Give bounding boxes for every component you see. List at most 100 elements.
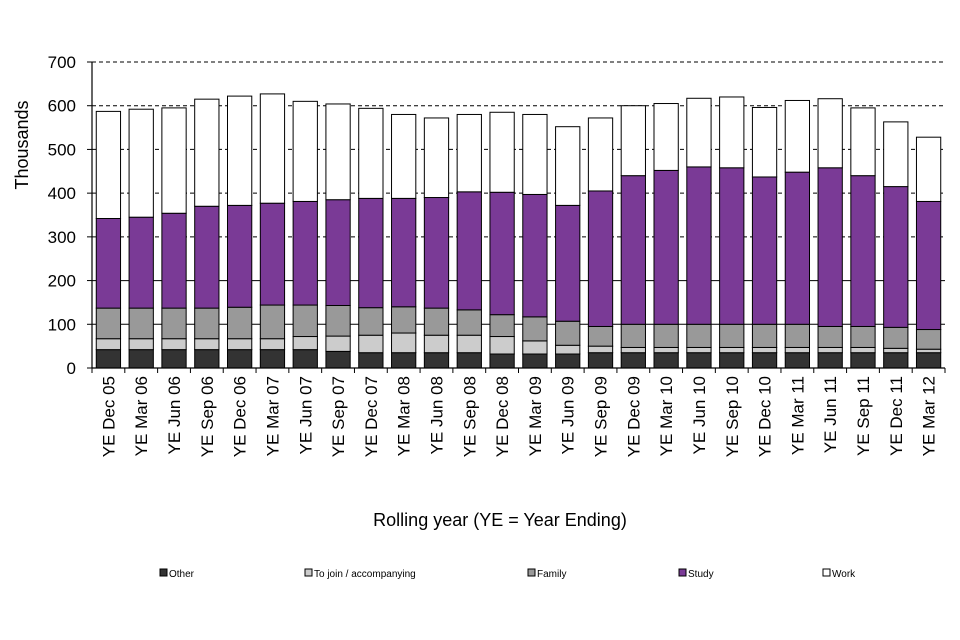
bar-segment-family [653, 323, 679, 348]
bar-segment-other [325, 350, 351, 369]
bar-segment-study [653, 169, 679, 325]
bar-segment-other [161, 349, 187, 369]
bar-segment-work [259, 93, 286, 204]
x-category-label: YE Dec 06 [231, 376, 250, 457]
x-category-label: YE Sep 08 [460, 376, 479, 457]
x-category-label: YE Dec 08 [493, 376, 512, 457]
bar-segment-study [325, 199, 351, 306]
bar-segment-family [358, 307, 384, 336]
bar-segment-work [391, 113, 417, 199]
bar-segment-study [194, 205, 220, 309]
legend-item: To join / accompanying [304, 568, 416, 580]
bar-segment-work [784, 99, 811, 173]
x-category-label: YE Mar 11 [788, 376, 807, 455]
bar-segment-to-join-accompanying [325, 335, 351, 352]
bar-segment-other [653, 352, 679, 369]
bar-segment-to-join-accompanying [391, 332, 417, 354]
bar-segment-study [883, 186, 909, 328]
x-category-label: YE Mar 06 [132, 376, 151, 456]
x-category-label: YE Dec 10 [756, 376, 775, 457]
bar-segment-family [423, 307, 450, 336]
bar-segment-to-join-accompanying [686, 346, 712, 354]
bar-segment-family [325, 304, 351, 337]
y-tick-label: 200 [48, 272, 76, 291]
bar-segment-other [358, 352, 384, 369]
bar-segment-to-join-accompanying [850, 346, 876, 354]
bar-segment-other [915, 352, 942, 369]
bar-segment-other [194, 349, 220, 369]
x-category-label: YE Mar 08 [395, 376, 414, 456]
legend-item: Other [159, 568, 195, 580]
bar-segment-family [555, 320, 581, 346]
bar-segment-study [292, 200, 318, 306]
y-tick-label: 400 [48, 184, 76, 203]
bar-segment-to-join-accompanying [358, 334, 384, 354]
bar-segment-other [784, 352, 811, 369]
bar-segment-family [292, 304, 318, 338]
bar-segment-family [456, 309, 482, 336]
bar-segment-work [522, 113, 548, 195]
bars [95, 93, 942, 369]
bar-segment-study [423, 197, 450, 309]
bar-segment-to-join-accompanying [95, 338, 122, 351]
bar-segment-to-join-accompanying [719, 346, 745, 354]
bar-segment-study [226, 204, 253, 308]
bar-segment-work [128, 108, 154, 218]
bar-segment-other [751, 352, 778, 369]
bar-segment-to-join-accompanying [883, 347, 909, 354]
bar-segment-to-join-accompanying [128, 338, 154, 351]
bar-segment-to-join-accompanying [784, 346, 811, 354]
bar-segment-family [226, 306, 253, 340]
bar-segment-study [751, 176, 778, 325]
bar-segment-study [95, 217, 122, 309]
bar-segment-family [489, 314, 515, 338]
bar-segment-study [587, 190, 614, 327]
legend-item: Family [527, 568, 566, 580]
bar-segment-to-join-accompanying [489, 336, 515, 355]
bar-segment-to-join-accompanying [587, 345, 614, 354]
x-category-label: YE Mar 10 [657, 376, 676, 456]
bar-segment-to-join-accompanying [751, 346, 778, 354]
legend-swatch [159, 568, 168, 577]
y-tick-label: 700 [48, 53, 76, 72]
x-tick-labels: YE Dec 05 YE Mar 06 YE Jun 06 YE Sep 06 YE D… [99, 376, 938, 457]
bar-segment-other [391, 352, 417, 369]
bar-segment-other [226, 349, 253, 369]
bar-segment-study [522, 193, 548, 318]
bar-segment-study [817, 167, 843, 327]
bar-segment-work [686, 97, 712, 168]
bar-segment-work [817, 98, 843, 169]
bar-segment-other [456, 352, 482, 369]
legend-swatch [678, 568, 687, 577]
bar-segment-work [915, 136, 942, 202]
legend-label: Other [169, 569, 195, 580]
bar-segment-work [456, 113, 482, 193]
bar-segment-work [325, 103, 351, 201]
bar-segment-work [292, 100, 318, 202]
bar-segment-work [555, 126, 581, 206]
bar-segment-other [489, 353, 515, 369]
bar-segment-other [883, 352, 909, 369]
bar-segment-to-join-accompanying [653, 346, 679, 354]
bar-segment-other [686, 352, 712, 369]
legend-item: Study [678, 568, 714, 580]
bar-segment-study [456, 191, 482, 311]
bar-segment-other [522, 353, 548, 369]
legend: Other To join / accompanying Family Study Wo… [159, 568, 856, 580]
bar-segment-study [555, 204, 581, 322]
grid-lines [92, 61, 945, 325]
bar-segment-other [850, 352, 876, 369]
bar-segment-other [620, 352, 646, 369]
bar-segment-study [391, 197, 417, 308]
bar-segment-family [587, 325, 614, 347]
bar-segment-family [817, 325, 843, 348]
bar-segment-other [587, 352, 614, 369]
bar-segment-work [358, 107, 384, 199]
x-category-label: YE Dec 11 [887, 376, 906, 456]
legend-label: Study [688, 569, 714, 580]
bar-segment-family [784, 323, 811, 348]
bar-segment-work [850, 107, 876, 177]
legend-label: To join / accompanying [314, 569, 416, 580]
bar-segment-to-join-accompanying [555, 344, 581, 355]
